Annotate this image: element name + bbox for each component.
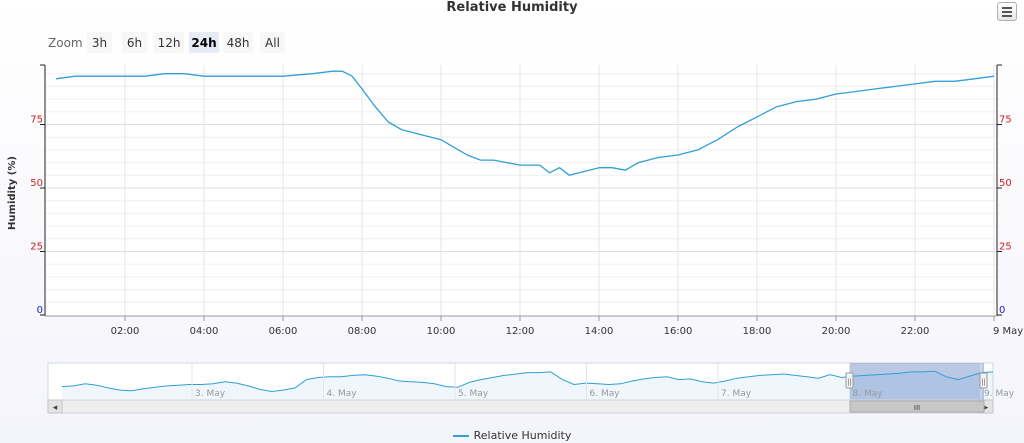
x-tick-label: 02:00	[111, 326, 140, 337]
navigator-date-label: 3. May	[195, 389, 226, 399]
y-tick-label-left: 75	[30, 115, 43, 126]
zoom-24h-button[interactable]: 24h	[189, 32, 219, 53]
navigator-date-label: 9. May	[984, 389, 1015, 399]
menu-icon-bar	[1002, 7, 1012, 9]
grid-lines	[45, 65, 997, 316]
x-tick-label: 22:00	[901, 326, 930, 337]
scrollbar-left-button	[47, 399, 63, 414]
scroll-left-arrow-icon: ◂	[53, 403, 58, 413]
zoom-48h-button[interactable]: 48h	[223, 32, 253, 53]
chart-axes	[40, 64, 1002, 321]
navigator-handle-grip: ||	[981, 378, 986, 386]
y-tick-label-right: 0	[999, 305, 1005, 316]
y-axis-title: Humidity (%)	[7, 156, 18, 230]
x-tick-label: 08:00	[348, 326, 377, 337]
zoom-6h-button[interactable]: 6h	[122, 32, 147, 53]
navigator-handle	[979, 372, 988, 389]
x-tick-label: 12:00	[506, 326, 535, 337]
y-tick-label-right: 50	[999, 178, 1012, 189]
zoom-3h-button[interactable]: 3h	[87, 32, 112, 53]
navigator-handle	[845, 372, 854, 389]
navigator-handle-grip: ||	[847, 378, 852, 386]
zoom-12h-button[interactable]: 12h	[154, 32, 184, 53]
navigator-date-label: 7. May	[721, 389, 752, 399]
legend-label: Relative Humidity	[473, 429, 572, 442]
menu-icon-bar	[1002, 15, 1012, 17]
navigator-area	[62, 371, 993, 400]
chart-title: Relative Humidity	[446, 0, 578, 15]
scrollbar-thumb	[849, 400, 985, 413]
y-tick-label-left: 25	[30, 242, 43, 253]
series-group	[55, 70, 995, 176]
context-menu-button[interactable]	[997, 2, 1017, 21]
x-tick-label: 04:00	[190, 326, 219, 337]
x-tick-label: 10:00	[427, 326, 456, 337]
y-tick-label-right: 75	[999, 115, 1012, 126]
zoom-label: Zoom	[48, 36, 83, 50]
zoom-all-button[interactable]: All	[260, 32, 285, 53]
y-tick-label-left: 50	[30, 178, 43, 189]
navigator[interactable]: 3. May 4. May 5. May 6. May 7. May 8. May 9. M…	[47, 362, 1015, 414]
scroll-right-arrow-icon: ▸	[984, 403, 989, 413]
menu-icon-bar	[1002, 11, 1012, 13]
x-tick-label: 18:00	[743, 326, 772, 337]
navigator-selection	[850, 363, 984, 400]
x-tick-label: 20:00	[822, 326, 851, 337]
navigator-date-label: 5. May	[458, 389, 489, 399]
legend-line-icon	[452, 434, 469, 437]
x-tick-label: 14:00	[585, 326, 614, 337]
legend[interactable]: Relative Humidity	[0, 429, 1024, 442]
y-tick-label-right: 25	[999, 242, 1012, 253]
plot-background	[45, 65, 997, 316]
x-tick-label: 16:00	[664, 326, 693, 337]
y-tick-label-left: 0	[37, 305, 43, 316]
x-axis-labels: 02:00 04:00 06:00 08:00 10:00 12:00 14:00 16:00…	[111, 326, 1024, 337]
y-axis-labels: 0 0 25 25 50 50 75 75	[30, 115, 1011, 317]
navigator-date-label: 8. May	[853, 389, 884, 399]
x-tick-label: 9 May	[993, 326, 1023, 337]
navigator-date-label: 4. May	[327, 389, 358, 399]
scrollbar-thumb-grip: III	[914, 404, 920, 412]
navigator-line	[61, 370, 994, 393]
series-line-relative-humidity	[55, 70, 995, 176]
navigator-date-label: 6. May	[590, 389, 621, 399]
x-tick-label: 06:00	[269, 326, 298, 337]
navigator-background	[47, 362, 994, 401]
